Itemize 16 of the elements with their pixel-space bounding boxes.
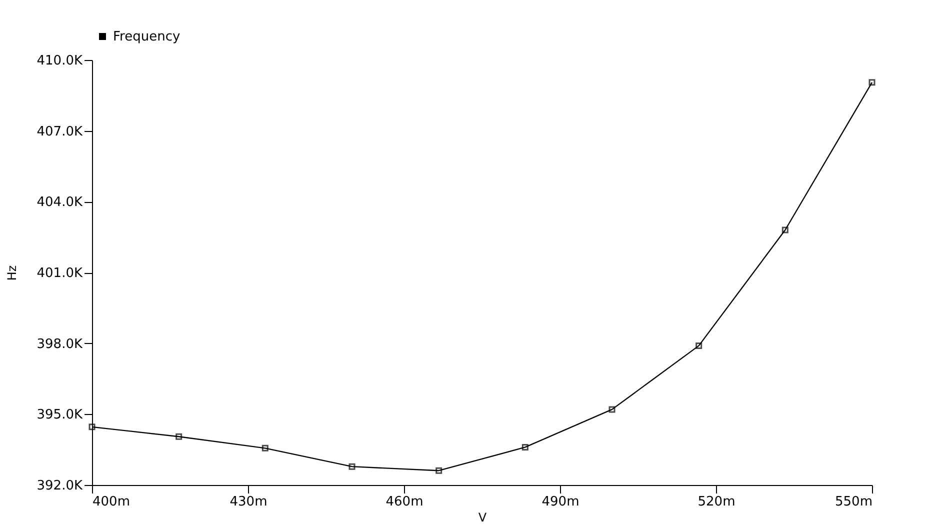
x-tick-label: 520m	[698, 494, 736, 510]
y-axis-title: Hz	[4, 265, 19, 281]
x-tick-label: 490m	[542, 494, 580, 510]
x-tick-label: 460m	[386, 494, 424, 510]
y-tick-label: 392.0K	[36, 478, 83, 494]
y-tick-label: 401.0K	[36, 266, 83, 281]
x-axis-title: V	[478, 510, 488, 524]
y-tick-label: 407.0K	[36, 124, 83, 140]
y-tick-label: 404.0K	[36, 195, 83, 210]
y-tick-label: 395.0K	[36, 408, 83, 423]
legend-label: Frequency	[113, 30, 180, 44]
x-tick-label: 400m	[92, 494, 130, 510]
y-tick-label: 410.0K	[36, 54, 83, 68]
y-tick-label: 398.0K	[36, 336, 83, 352]
x-tick-label: 430m	[230, 494, 268, 510]
x-tick-label: 550m	[835, 494, 872, 510]
